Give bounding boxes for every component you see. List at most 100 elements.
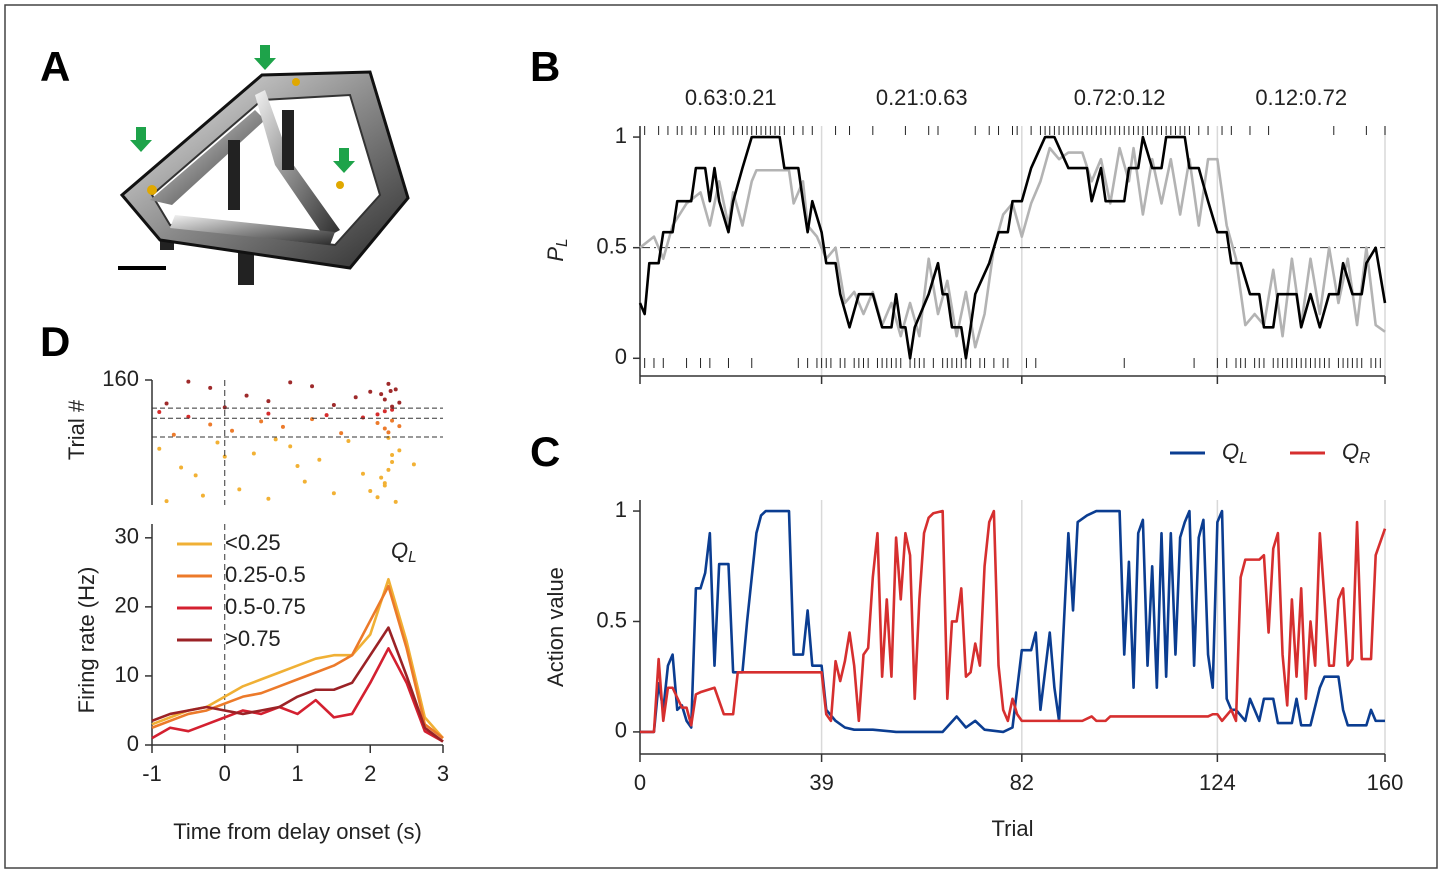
spike-dot: [186, 379, 191, 384]
spike-dot: [266, 399, 271, 404]
spike-dot: [186, 414, 191, 419]
reward-well: [336, 181, 344, 189]
legend-label: <0.25: [225, 530, 281, 555]
spike-dot: [259, 419, 264, 424]
spike-dot: [244, 393, 249, 398]
spike-dot: [215, 440, 220, 445]
spike-dot: [386, 467, 391, 472]
legend-label: >0.75: [225, 626, 281, 651]
series-line: [638, 135, 1387, 360]
spike-dot: [266, 411, 271, 416]
legend-label: QL: [1222, 439, 1248, 467]
spike-dot: [157, 446, 162, 451]
spike-dot: [375, 495, 380, 500]
reward-well: [147, 185, 157, 195]
annotation-main: Q: [391, 538, 408, 563]
x-tick-label: 39: [809, 770, 833, 795]
maze-illustration: [118, 45, 410, 285]
y-tick-label: 20: [115, 593, 139, 618]
spike-dot: [390, 404, 395, 409]
x-axis-label: Trial: [992, 816, 1034, 841]
spike-dot: [222, 454, 227, 459]
spike-dot: [339, 431, 344, 436]
series-line: [639, 146, 1386, 349]
x-tick-label: -1: [142, 761, 162, 786]
annotation-sub: L: [408, 549, 417, 566]
spike-dot: [360, 415, 365, 420]
spike-dot: [388, 388, 393, 393]
spike-dot: [390, 460, 395, 465]
spike-dot: [331, 403, 336, 407]
spike-dot: [324, 413, 329, 418]
legend-label: QR: [1342, 439, 1370, 467]
spike-dot: [382, 397, 387, 402]
maze-post: [282, 110, 294, 170]
x-axis-label: Time from delay onset (s): [173, 819, 422, 844]
spike-dot: [397, 448, 402, 453]
spike-dot: [397, 400, 402, 405]
y-axis-label: PL: [543, 238, 571, 261]
spike-dot: [317, 457, 322, 462]
spike-dot: [331, 491, 336, 496]
spike-dot: [164, 401, 169, 406]
spike-dot: [379, 392, 384, 397]
spike-dot: [164, 499, 169, 504]
spike-dot: [288, 444, 293, 449]
spike-dot: [390, 453, 395, 457]
spike-dot: [368, 488, 373, 493]
legend-label: 0.25-0.5: [225, 562, 306, 587]
spike-dot: [375, 420, 380, 425]
spike-dot: [397, 424, 402, 429]
y-tick-label: 0: [615, 718, 627, 743]
x-tick-label: 0: [219, 761, 231, 786]
spike-dot: [386, 435, 391, 440]
x-tick-label: 160: [1367, 770, 1404, 795]
arrow: [333, 148, 355, 173]
y-axis-label-sub: L: [554, 238, 571, 247]
y-tick-label: 10: [115, 662, 139, 687]
block-label: 0.21:0.63: [876, 85, 968, 110]
spike-dot: [193, 473, 198, 478]
block-label: 0.63:0.21: [685, 85, 777, 110]
spike-dot: [382, 481, 387, 486]
arrow: [254, 45, 276, 70]
panel-label: A: [40, 43, 70, 90]
block-label: 0.12:0.72: [1255, 85, 1347, 110]
maze-arm: [170, 215, 335, 245]
spike-dot: [251, 451, 256, 456]
spike-dot: [157, 410, 162, 415]
spike-dot: [346, 438, 351, 443]
spike-dot: [179, 465, 184, 470]
spike-dot: [382, 409, 387, 414]
spike-dot: [273, 437, 278, 442]
spike-dot: [237, 487, 242, 492]
spike-dot: [230, 428, 235, 433]
panel-label: D: [40, 318, 70, 365]
figure-border: [4, 4, 1438, 869]
spike-dot: [360, 471, 365, 476]
spike-dot: [393, 499, 398, 504]
spike-dot: [375, 412, 380, 417]
spike-dot: [386, 430, 391, 435]
spike-dot: [302, 479, 307, 484]
arrow: [130, 127, 152, 152]
annotation: QL: [391, 538, 417, 566]
panel-label: B: [530, 43, 560, 90]
x-tick-label: 2: [364, 761, 376, 786]
maze-arm: [150, 110, 265, 205]
spike-dot: [390, 418, 395, 423]
series-line: [151, 647, 444, 743]
legend-label-main: Q: [1222, 439, 1239, 464]
y-tick-label: 30: [115, 524, 139, 549]
block-label: 0.72:0.12: [1074, 85, 1166, 110]
spike-dot: [411, 462, 416, 467]
spike-dot: [310, 384, 315, 389]
spike-dot: [208, 422, 213, 427]
spike-dot: [200, 493, 205, 498]
y-tick-label: 0: [127, 731, 139, 756]
x-tick-label: 0: [634, 770, 646, 795]
spike-dot: [379, 475, 384, 480]
spike-dot: [310, 417, 315, 422]
y-tick-label: 0: [615, 344, 627, 369]
